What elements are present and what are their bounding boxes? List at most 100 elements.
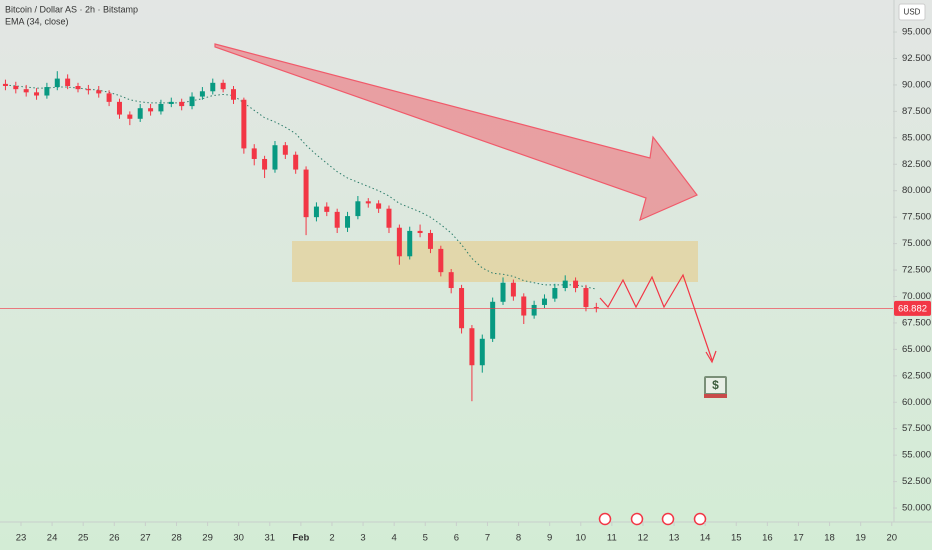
x-tick-label: 23 <box>16 533 27 544</box>
candle-body <box>583 288 589 308</box>
currency-label: USD <box>904 8 921 17</box>
y-tick-label: 50.000 <box>902 503 931 514</box>
last-price-box <box>894 300 931 316</box>
y-tick-label: 87.500 <box>902 106 931 117</box>
x-tick-label: 15 <box>731 533 742 544</box>
x-tick-label: 10 <box>575 533 586 544</box>
x-tick-label: 3 <box>360 533 365 544</box>
candle-body <box>376 203 382 209</box>
candle-body <box>272 145 278 170</box>
candle-body <box>469 328 475 366</box>
x-tick-label: 5 <box>423 533 428 544</box>
candle-body <box>355 201 361 217</box>
candle-body <box>251 148 257 159</box>
candle-body <box>334 211 340 228</box>
candle-body <box>593 307 599 309</box>
x-tick-label: 25 <box>78 533 89 544</box>
candle-body <box>479 338 485 366</box>
candle-body <box>490 301 496 339</box>
y-tick-label: 55.000 <box>902 450 931 461</box>
candle-body <box>44 87 50 96</box>
x-tick-label: 8 <box>516 533 521 544</box>
x-tick-label: 6 <box>454 533 459 544</box>
candle-body <box>324 206 330 212</box>
candle-body <box>23 89 29 93</box>
y-tick-label: 75.000 <box>902 238 931 249</box>
candle-body <box>313 206 319 218</box>
candle-body <box>179 101 185 107</box>
y-tick-label: 95.000 <box>902 27 931 38</box>
y-tick-label: 77.500 <box>902 212 931 223</box>
x-tick-label: 7 <box>485 533 490 544</box>
candle-body <box>158 103 164 112</box>
candle-body <box>230 89 236 100</box>
candle-body <box>13 85 19 90</box>
candle-body <box>106 93 112 102</box>
x-tick-label: 12 <box>638 533 649 544</box>
candle-body <box>241 99 247 149</box>
y-tick-label: 52.500 <box>902 476 931 487</box>
x-tick-label: 9 <box>547 533 552 544</box>
candle-body <box>552 288 558 299</box>
ema-line <box>5 84 597 290</box>
candle-body <box>510 282 516 297</box>
candle-body <box>54 78 60 88</box>
candle-body <box>34 92 40 96</box>
candle-body <box>365 201 371 204</box>
projection-path <box>599 273 713 361</box>
x-tick-label: 20 <box>886 533 897 544</box>
x-tick-label: 31 <box>264 533 275 544</box>
y-tick-label: 62.500 <box>902 370 931 381</box>
x-tick-label: 28 <box>171 533 182 544</box>
candle-body <box>137 108 143 119</box>
candle-body <box>96 90 102 94</box>
x-tick-label: 26 <box>109 533 120 544</box>
candle-body <box>521 296 527 316</box>
y-tick-label: 65.000 <box>902 344 931 355</box>
y-tick-label: 80.000 <box>902 185 931 196</box>
candle-body <box>448 272 454 289</box>
candle-body <box>531 304 537 316</box>
candle-body <box>541 298 547 305</box>
candle-body <box>282 145 288 155</box>
resistance-zone <box>292 241 698 282</box>
y-tick-label: 72.500 <box>902 265 931 276</box>
x-tick-label: 24 <box>47 533 58 544</box>
last-price-label: 68.882 <box>898 303 927 314</box>
projection-arrowhead <box>705 350 717 364</box>
candle-body <box>438 248 444 273</box>
trend-arrow <box>214 43 698 222</box>
x-tick-label: 17 <box>793 533 804 544</box>
svg-text:$: $ <box>712 378 719 392</box>
y-tick-label: 60.000 <box>902 397 931 408</box>
event-icons <box>598 512 707 526</box>
candle-body <box>210 82 216 92</box>
x-tick-label: 18 <box>824 533 835 544</box>
candle-body <box>127 114 133 119</box>
candle-body <box>148 108 154 112</box>
candle-body <box>220 82 226 90</box>
candle-body <box>427 233 433 249</box>
candle-body <box>417 230 423 234</box>
chart-title: Bitcoin / Dollar AS · 2h · Bitstamp <box>5 4 138 14</box>
candle-body <box>500 282 506 302</box>
candle-body <box>199 91 205 97</box>
candle-body <box>262 158 268 170</box>
indicator-label: EMA (34, close) <box>5 16 69 26</box>
x-tick-label: 30 <box>233 533 244 544</box>
x-tick-label: 27 <box>140 533 151 544</box>
candle-body <box>386 208 392 228</box>
y-tick-label: 57.500 <box>902 423 931 434</box>
candle-body <box>75 85 81 90</box>
candle-body <box>573 280 579 289</box>
y-tick-label: 82.500 <box>902 159 931 170</box>
candle-body <box>562 280 568 289</box>
x-tick-label: 13 <box>669 533 680 544</box>
x-tick-label: 19 <box>855 533 866 544</box>
x-tick-label: 2 <box>329 533 334 544</box>
x-tick-label: 14 <box>700 533 711 544</box>
x-tick-label: 29 <box>202 533 213 544</box>
x-tick-label: 11 <box>607 533 617 544</box>
